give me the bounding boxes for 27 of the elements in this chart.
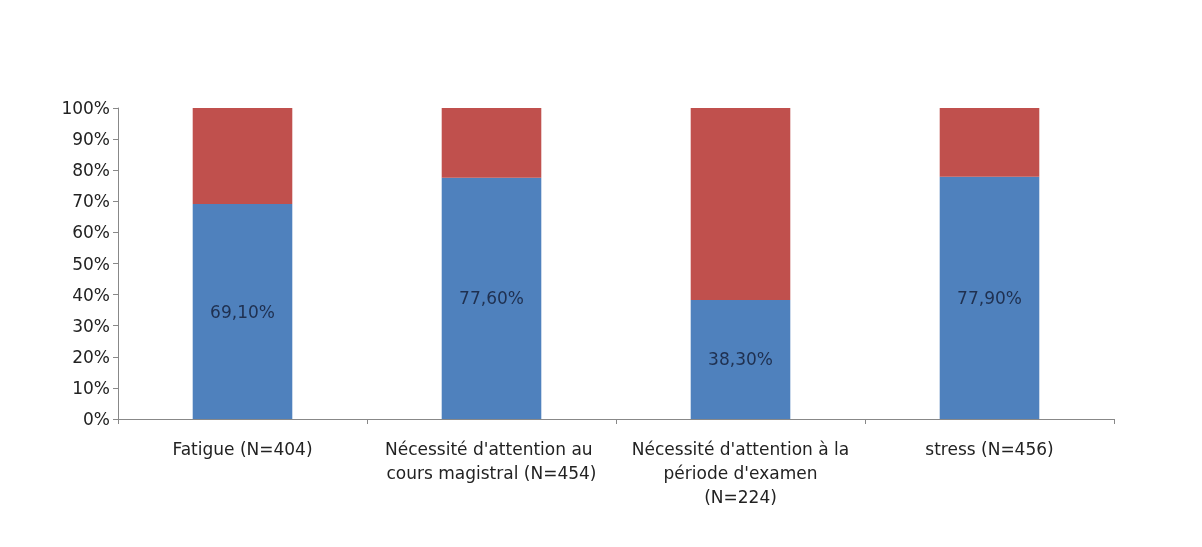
data-label: 77,60% [459,288,524,309]
bar [192,204,293,419]
y-tick-label: 10% [72,377,110,398]
x-tick-label: stress (N=456) [925,439,1054,459]
y-tick-label: 100% [61,98,110,118]
x-tick-label: Nécessité d'attention à la période d'examen (N=224) [631,439,850,507]
x-tick-label: Nécessité d'attention au cours magistral (N=454) [385,439,598,483]
y-tick-label: 50% [72,253,110,274]
x-tick-label: Fatigue (N=404) [172,439,313,459]
y-tick-label: 40% [72,284,110,305]
bar [690,299,791,419]
y-tick-label: 90% [72,129,110,150]
y-tick-label: 0% [83,409,110,429]
y-tick-label: 20% [72,346,110,367]
data-label: 69,10% [210,301,275,322]
y-tick-label: 70% [72,191,110,212]
y-tick-label: 30% [72,315,110,336]
bar [690,108,791,300]
bar [192,108,293,205]
bar [939,108,1040,177]
y-tick-label: 80% [72,160,110,181]
data-label: 38,30% [708,349,773,370]
y-tick-label: 60% [72,222,110,243]
bar [441,177,542,419]
bar [939,176,1040,419]
data-label: 77,90% [957,287,1022,308]
bar [441,108,542,178]
